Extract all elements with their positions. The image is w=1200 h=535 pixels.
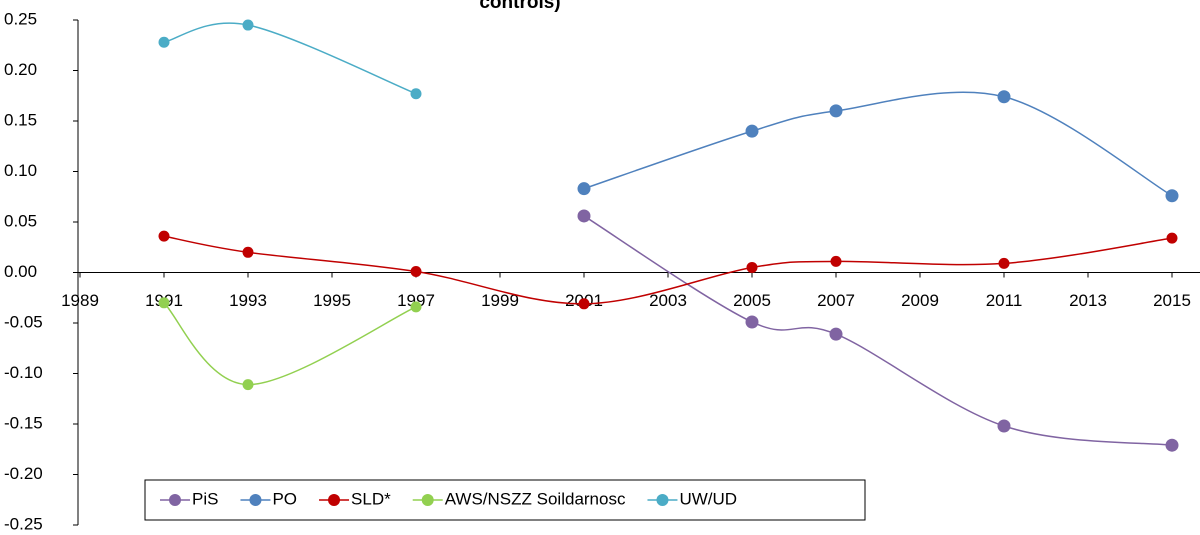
x-tick-label: 1995 bbox=[313, 291, 351, 310]
y-tick-label: -0.20 bbox=[4, 464, 43, 483]
data-point bbox=[998, 257, 1010, 269]
data-point bbox=[158, 230, 170, 242]
data-point bbox=[746, 261, 758, 273]
data-point bbox=[577, 182, 591, 196]
legend-label: SLD* bbox=[351, 489, 391, 508]
series-line bbox=[583, 91, 1173, 197]
data-point bbox=[410, 265, 422, 277]
x-tick-label: 2013 bbox=[1069, 291, 1107, 310]
data-point bbox=[1165, 438, 1179, 452]
x-tick-label: 2005 bbox=[733, 291, 771, 310]
legend-marker bbox=[249, 494, 262, 506]
data-point bbox=[745, 315, 759, 329]
data-point bbox=[158, 297, 170, 309]
data-point bbox=[997, 419, 1011, 433]
y-tick-label: 0.15 bbox=[4, 110, 37, 129]
data-point bbox=[242, 379, 254, 391]
data-point bbox=[578, 298, 590, 310]
data-point bbox=[158, 36, 170, 48]
legend-box bbox=[144, 479, 866, 521]
legend-label: PiS bbox=[192, 489, 218, 508]
data-point bbox=[1165, 189, 1179, 203]
x-tick-label: 2015 bbox=[1153, 291, 1191, 310]
x-tick-label: 1993 bbox=[229, 291, 267, 310]
y-tick-label: -0.15 bbox=[4, 413, 43, 432]
y-tick-label: 0.05 bbox=[4, 211, 37, 230]
legend: PiS PO SLD* AWS/NSZZ Soildarnosc UW/UD bbox=[144, 479, 866, 521]
data-point bbox=[242, 19, 254, 31]
legend-label: AWS/NSZZ Soildarnosc bbox=[445, 489, 626, 508]
data-point bbox=[1166, 232, 1178, 244]
legend-marker bbox=[656, 494, 669, 506]
data-point bbox=[997, 90, 1011, 104]
data-point bbox=[745, 124, 759, 138]
legend-marker bbox=[328, 494, 341, 506]
chart-title: controls) bbox=[479, 0, 560, 13]
x-tick-label: 1999 bbox=[481, 291, 519, 310]
data-point bbox=[830, 255, 842, 267]
series-line bbox=[163, 302, 417, 386]
x-tick-label: 2011 bbox=[986, 291, 1023, 310]
y-tick-label: 0.10 bbox=[4, 161, 37, 180]
legend-label: PO bbox=[272, 489, 297, 508]
y-tick-label: 0.20 bbox=[4, 60, 37, 79]
data-point bbox=[410, 301, 422, 313]
legend-label: UW/UD bbox=[679, 489, 737, 508]
data-point bbox=[577, 209, 591, 223]
data-point bbox=[242, 246, 254, 258]
y-tick-label: -0.10 bbox=[4, 363, 43, 382]
legend-marker bbox=[169, 494, 181, 506]
x-tick-label: 2003 bbox=[649, 291, 687, 310]
y-tick-label: 0.25 bbox=[4, 9, 37, 28]
x-tick-label: 2009 bbox=[901, 291, 939, 310]
x-tick-label: 1997 bbox=[397, 291, 435, 310]
legend-marker bbox=[421, 494, 434, 506]
x-tick-label: 2007 bbox=[817, 291, 855, 310]
series-line bbox=[583, 215, 1173, 446]
y-tick-label: 0.00 bbox=[4, 262, 37, 281]
y-tick-label: -0.25 bbox=[4, 514, 43, 533]
data-point bbox=[829, 327, 843, 341]
series-line bbox=[163, 22, 417, 95]
x-tick-label: 1989 bbox=[61, 291, 99, 310]
y-tick-label: -0.05 bbox=[4, 312, 43, 331]
data-point bbox=[410, 88, 422, 100]
data-point bbox=[829, 104, 843, 118]
